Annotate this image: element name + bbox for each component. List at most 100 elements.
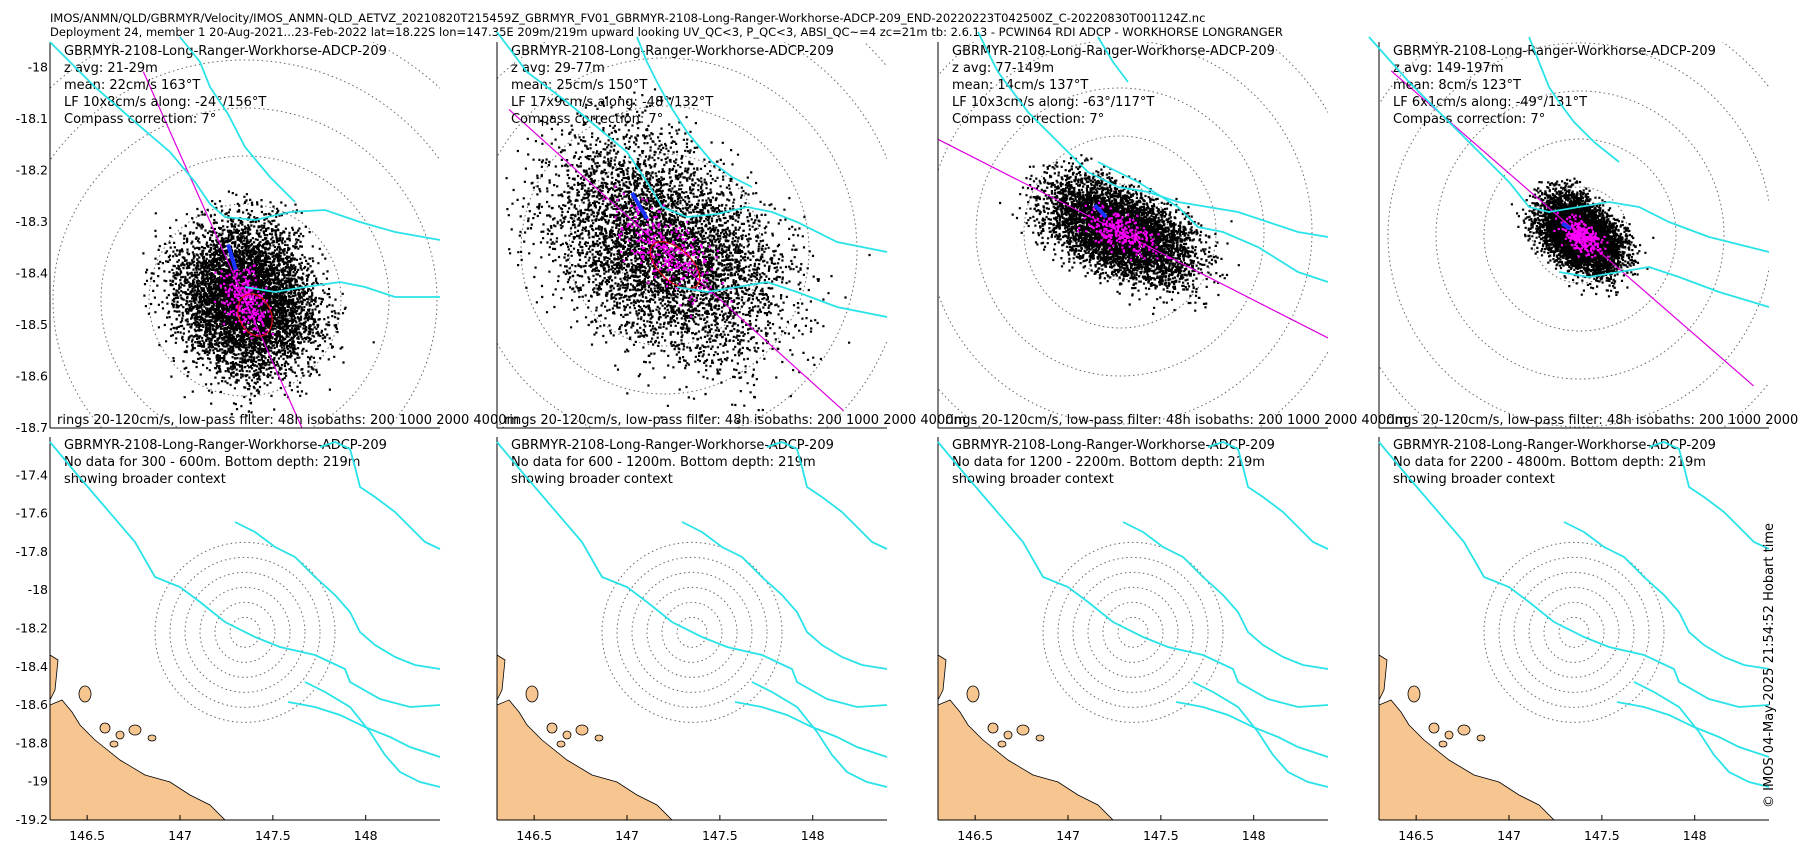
panel-annotation: showing broader context	[64, 472, 226, 487]
isobath-line	[636, 36, 753, 188]
speed-ring-60cm	[1435, 90, 1725, 380]
island	[1457, 724, 1471, 736]
panel-title: GBRMYR-2108-Long-Ranger-Workhorse-ADCP-2…	[511, 44, 834, 59]
lowpass-points	[1077, 201, 1171, 262]
speed-ring-60cm	[100, 155, 390, 428]
isobath-line	[1648, 441, 1770, 550]
bottom-panel-content	[938, 541, 1224, 820]
isobath-line	[977, 31, 1329, 238]
x-tick-label: 146.5	[516, 828, 552, 843]
x-tick-label: 146.5	[69, 828, 105, 843]
panel-annotation: Compass correction: 7°	[1393, 112, 1545, 127]
y-tick-label: -18.6	[16, 697, 48, 712]
coastline-land	[938, 699, 1114, 820]
panel-annotation: No data for 600 - 1200m. Bottom depth: 2…	[511, 455, 816, 470]
ring-filter-caption: rings 20-120cm/s, low-pass filter: 48h i…	[945, 413, 1407, 428]
y-tick-label: -18.4	[16, 266, 48, 281]
speed-ring-100cm	[50, 59, 440, 161]
ring-filter-caption: rings 20-120cm/s, low-pass filter: 48h i…	[1386, 413, 1800, 428]
principal-axis-line	[142, 71, 303, 428]
panel-annotation: No data for 300 - 600m. Bottom depth: 21…	[64, 455, 360, 470]
island	[575, 724, 589, 736]
isobath-line	[734, 701, 888, 758]
panel-title: GBRMYR-2108-Long-Ranger-Workhorse-ADCP-2…	[952, 438, 1275, 453]
speed-ring-60cm	[646, 586, 738, 678]
isobath-line	[49, 41, 441, 241]
panel-annotation: LF 10x8cm/s along: -24°/156°T	[64, 95, 266, 110]
isobath-line	[1616, 701, 1770, 758]
speed-ring-80cm	[631, 571, 753, 693]
panel-title: GBRMYR-2108-Long-Ranger-Workhorse-ADCP-2…	[511, 438, 834, 453]
y-tick-label: -18.2	[16, 621, 48, 636]
speed-ring-40cm	[661, 601, 723, 663]
file-path-title: IMOS/ANMN/QLD/GBRMYR/Velocity/IMOS_ANMN-…	[50, 11, 1206, 25]
island	[1438, 740, 1448, 748]
coastline-land	[50, 654, 59, 701]
panel-annotation: LF 10x3cm/s along: -63°/117°T	[952, 95, 1154, 110]
coastline-land	[1379, 699, 1555, 820]
y-tick-label: -18.7	[16, 420, 48, 435]
isobath-line	[304, 681, 441, 788]
isobath-line	[1207, 441, 1329, 550]
bottom-panel-content	[1379, 541, 1665, 820]
isobath-line	[751, 681, 888, 788]
speed-ring-20cm	[1117, 616, 1149, 648]
island	[997, 740, 1007, 748]
island	[987, 722, 999, 734]
panel-annotation: z avg: 77-149m	[952, 61, 1054, 76]
island	[109, 740, 119, 748]
isobath-line	[244, 281, 440, 298]
speed-ring-60cm	[1087, 586, 1179, 678]
island	[128, 724, 142, 736]
isobath-line	[496, 441, 888, 708]
panel-annotation: showing broader context	[952, 472, 1114, 487]
speed-ring-80cm	[938, 42, 1313, 425]
panel-title: GBRMYR-2108-Long-Ranger-Workhorse-ADCP-2…	[64, 438, 387, 453]
panel-title: GBRMYR-2108-Long-Ranger-Workhorse-ADCP-2…	[64, 44, 387, 59]
island	[562, 730, 572, 740]
panel-annotation: z avg: 29-77m	[511, 61, 605, 76]
lowpass-points	[214, 258, 274, 340]
mean-vector	[1093, 203, 1108, 219]
x-tick-label: 147	[615, 828, 639, 843]
isobath-line	[676, 281, 888, 318]
panel-annotation: mean: 14cm/s 137°T	[952, 78, 1088, 93]
x-tick-label: 147.5	[1584, 828, 1620, 843]
isobath-line	[1528, 36, 1620, 163]
x-tick-label: 148	[1242, 828, 1266, 843]
y-tick-label: -18.1	[16, 111, 48, 126]
speed-ring-40cm	[1023, 135, 1217, 329]
speed-ring-40cm	[1543, 601, 1605, 663]
y-tick-label: -18	[28, 582, 48, 597]
mean-vector	[630, 191, 649, 220]
current-scatter-points	[505, 88, 871, 423]
speed-ring-100cm	[1057, 556, 1209, 708]
island	[966, 685, 980, 703]
isobath-line	[496, 31, 888, 253]
coastline-land	[50, 699, 226, 820]
x-tick-label: 147.5	[255, 828, 291, 843]
speed-ring-40cm	[568, 153, 762, 347]
isobath-line	[1175, 701, 1329, 758]
x-tick-label: 147	[168, 828, 192, 843]
panel-title: GBRMYR-2108-Long-Ranger-Workhorse-ADCP-2…	[952, 44, 1275, 59]
isobath-line	[234, 521, 441, 670]
isobath-line	[766, 441, 888, 550]
x-tick-label: 148	[1683, 828, 1707, 843]
lowpass-points	[603, 185, 733, 318]
panel-title: GBRMYR-2108-Long-Ranger-Workhorse-ADCP-2…	[1393, 44, 1716, 59]
speed-ring-80cm	[184, 571, 306, 693]
bottom-panel-content	[497, 541, 783, 820]
coastline-land	[938, 654, 947, 701]
island	[78, 685, 92, 703]
y-tick-label: -18.4	[16, 659, 48, 674]
island	[1444, 730, 1454, 740]
top-panel-4: GBRMYR-2108-Long-Ranger-Workhorse-ADCP-2…	[1378, 42, 1800, 429]
variance-ellipse	[649, 241, 701, 289]
x-tick-label: 148	[354, 828, 378, 843]
top-panel-3: GBRMYR-2108-Long-Ranger-Workhorse-ADCP-2…	[937, 42, 1407, 429]
bottom-panel-content	[50, 541, 336, 820]
y-tick-label: -19.2	[16, 812, 48, 827]
panel-annotation: mean: 25cm/s 150°T	[511, 78, 647, 93]
speed-ring-60cm	[520, 105, 810, 395]
